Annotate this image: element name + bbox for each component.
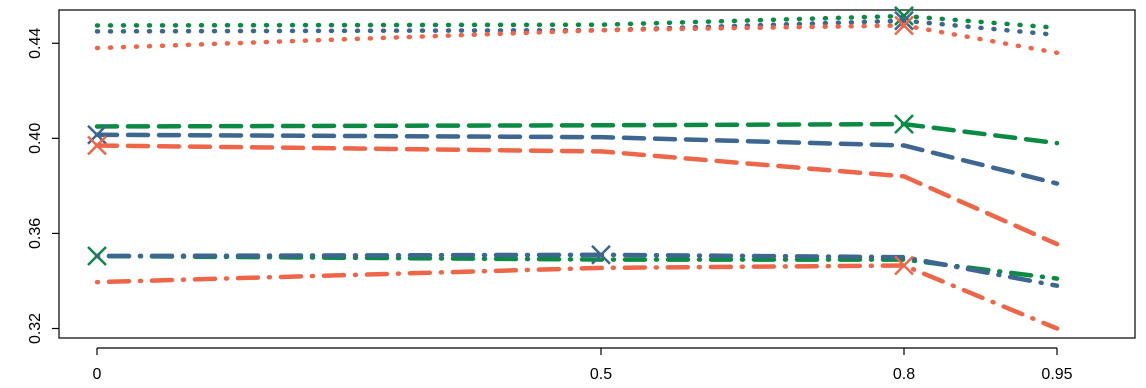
x-tick-label: 0.5 [590,366,612,383]
series-layer [88,7,1057,329]
x-axis: 0 0.5 0.8 0.95 [93,348,1073,383]
y-tick-label: 0.32 [27,313,44,344]
series-group-dot-dash [88,246,1057,329]
plot-frame [59,10,1135,338]
x-tick-label: 0.8 [893,366,915,383]
series-group-dotted [97,7,1057,53]
y-tick-label: 0.40 [27,123,44,154]
x-tick-label: 0.95 [1041,366,1072,383]
x-tick-label: 0 [93,366,102,383]
series-line [97,135,1057,184]
series-line [97,266,1057,329]
series-line [97,145,1057,244]
y-axis: 0.32 0.36 0.40 0.44 [27,28,59,344]
series-group-dashed [88,115,1057,244]
y-tick-label: 0.36 [27,218,44,249]
y-tick-label: 0.44 [27,28,44,59]
